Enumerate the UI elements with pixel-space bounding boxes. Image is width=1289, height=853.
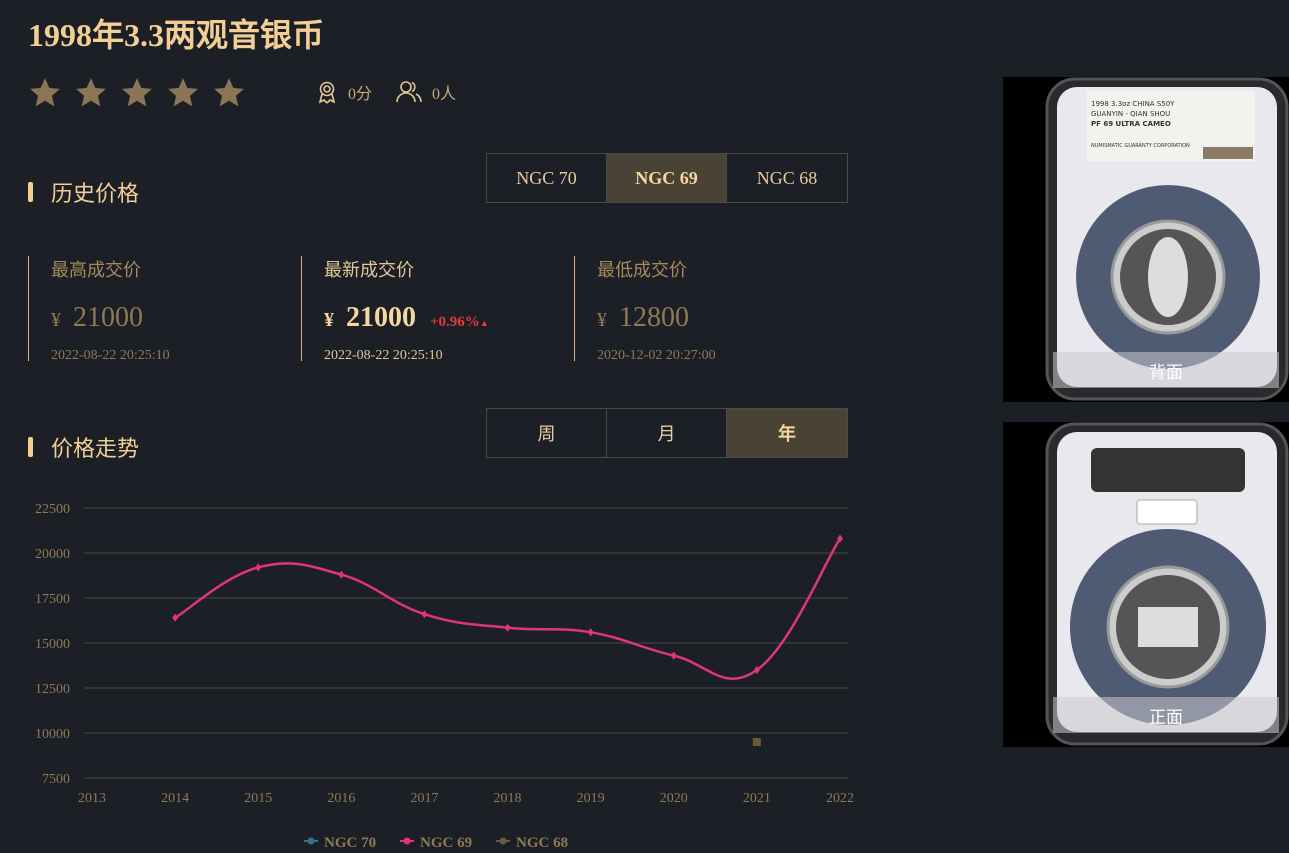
stat-time: 2022-08-22 20:25:10 [324,348,443,363]
slab-line: NUMISMATIC GUARANTY CORPORATION [1091,143,1190,149]
ngc69-point [255,563,262,572]
coin-slab-back [1045,77,1289,401]
currency: ¥ [51,309,61,331]
coin-slab-front [1045,422,1289,746]
y-tick-label: 17500 [35,592,70,607]
grade-tabs: NGC 70 NGC 69 NGC 68 [486,153,848,203]
ngc69-point [587,628,594,637]
award-icon [318,81,336,104]
ngc69-point [753,666,760,674]
x-tick-label: 2020 [660,791,688,806]
star-rating[interactable] [28,76,246,110]
period-tabs: 周 月 年 [486,408,848,458]
legend-label: NGC 68 [516,835,568,851]
change-percent: +0.96% [430,314,480,330]
x-tick-label: 2016 [327,791,355,806]
highest-price: 最高成交价 ¥21000 2022-08-22 20:25:10 [28,256,170,363]
score-value: 0分 [348,86,373,103]
stat-label: 最高成交价 [51,260,141,280]
ngc69-point [338,570,345,579]
lowest-price: 最低成交价 ¥12800 2020-12-02 20:27:00 [574,256,716,363]
y-tick-label: 22500 [35,502,70,517]
tab-ngc-68[interactable]: NGC 68 [756,167,818,188]
stat-label: 最新成交价 [324,260,414,280]
x-tick-label: 2017 [410,791,438,806]
ngc69-line [174,537,842,680]
y-tick-label: 20000 [35,547,70,562]
legend-label: NGC 70 [324,835,376,851]
history-heading: 历史价格 [28,176,139,208]
stat-time: 2020-12-02 20:27:00 [597,348,716,363]
tab-ngc-69[interactable]: NGC 69 [607,154,727,202]
coin-front-image[interactable]: 正面 [1003,422,1289,747]
y-tick-label: 7500 [42,772,70,787]
page-title: 1998年3.3两观音银币 [28,17,325,53]
stat-value: 12800 [619,302,689,333]
tab-ngc-70[interactable]: NGC 70 [487,154,607,202]
legend-dot [307,837,315,845]
trend-heading-text: 价格走势 [51,436,140,461]
tab-month[interactable]: 月 [607,409,727,457]
star-icon[interactable] [28,76,62,110]
coin-back-image[interactable]: 1998 3.3oz CHINA S50Y GUANYIN - QIAN SHO… [1003,77,1289,402]
ngc69-point [670,651,677,660]
price-trend-chart: 7500 10000 12500 15000 17500 20000 22500 2013 20… [35,502,854,851]
stat-value: 21000 [346,302,416,333]
ngc69-point [504,623,511,632]
ngc69-point [837,534,843,543]
x-tick-label: 2014 [161,791,189,806]
score-meta: 0分 [316,80,372,104]
y-tick-label: 10000 [35,727,70,742]
legend-dot [403,837,411,845]
legend-dot [499,837,507,845]
stat-value: 21000 [73,302,143,333]
star-icon[interactable] [120,76,154,110]
currency: ¥ [324,309,334,331]
currency: ¥ [597,309,607,331]
up-arrow-icon: ▲ [479,318,489,328]
ngc68-point [752,738,761,746]
people-meta: 0人 [396,80,456,104]
x-tick-label: 2022 [826,791,854,806]
stat-label: 最低成交价 [597,260,687,280]
ngc69-point [172,613,179,622]
x-tick-label: 2019 [577,791,605,806]
back-caption: 背面 [1053,352,1279,388]
y-tick-label: 15000 [35,637,70,652]
x-tick-label: 2018 [494,791,522,806]
stat-time: 2022-08-22 20:25:10 [51,348,170,363]
ngc69-point [421,610,428,619]
y-tick-label: 12500 [35,682,70,697]
tab-year[interactable]: 年 [727,409,847,457]
trend-heading: 价格走势 [28,431,139,463]
slab-line: 1998 3.3oz CHINA S50Y [1091,100,1175,108]
slab-grade: PF 69 ULTRA CAMEO [1091,120,1171,128]
tab-week[interactable]: 周 [487,409,607,457]
front-caption: 正面 [1053,697,1279,733]
star-icon[interactable] [74,76,108,110]
latest-price: 最新成交价 ¥21000 +0.96%▲ 2022-08-22 20:25:10 [301,256,489,363]
users-icon [396,81,422,103]
x-tick-label: 2021 [743,791,771,806]
star-icon[interactable] [212,76,246,110]
legend-label: NGC 69 [420,835,472,851]
history-heading-text: 历史价格 [51,181,140,206]
x-tick-label: 2015 [244,791,272,806]
x-tick-label: 2013 [78,791,106,806]
slab-line: GUANYIN - QIAN SHOU [1091,110,1171,118]
star-icon[interactable] [166,76,200,110]
people-count: 0人 [432,86,457,103]
